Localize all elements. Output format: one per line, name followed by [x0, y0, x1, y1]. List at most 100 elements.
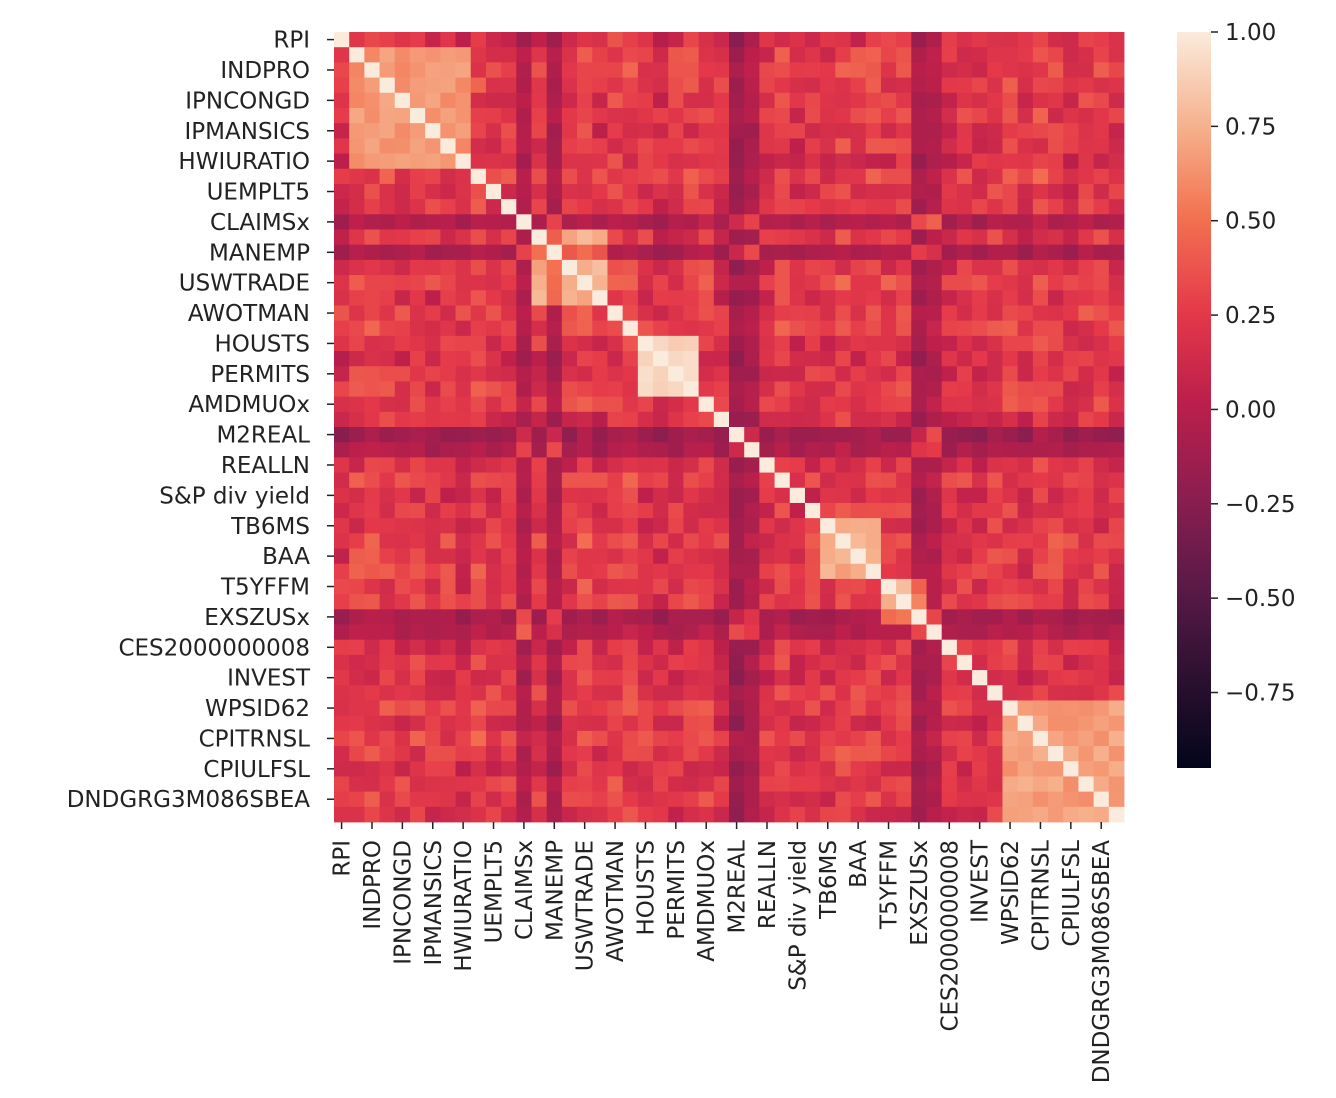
heatmap-cell [1017, 624, 1034, 641]
heatmap-cell [455, 563, 472, 580]
heatmap-cell [865, 502, 882, 519]
heatmap-cell [880, 351, 897, 367]
heatmap-cell [896, 594, 912, 610]
heatmap-cell [425, 457, 441, 473]
heatmap-cell [334, 396, 350, 413]
heatmap-cell [592, 442, 608, 458]
heatmap-cell [1032, 153, 1049, 170]
heatmap-cell [683, 746, 700, 762]
heatmap-cell [713, 639, 730, 656]
heatmap-cell [379, 442, 396, 458]
heatmap-cell [789, 92, 806, 109]
heatmap-cell [379, 62, 396, 78]
heatmap-cell [911, 594, 927, 610]
heatmap-cell [349, 244, 365, 261]
heatmap-cell [956, 746, 973, 762]
heatmap-cell [425, 47, 441, 63]
heatmap-cell [349, 305, 365, 322]
heatmap-cell [394, 153, 411, 170]
heatmap-cell [501, 457, 517, 473]
heatmap-cell [607, 32, 624, 48]
heatmap-cell [956, 654, 973, 671]
heatmap-cell [744, 791, 760, 808]
heatmap-cell [607, 502, 624, 519]
heatmap-cell [455, 153, 472, 170]
heatmap-cell [789, 259, 806, 276]
heatmap-cell [972, 259, 988, 276]
heatmap-cell [729, 518, 745, 534]
heatmap-cell [409, 533, 426, 549]
heatmap-cell [698, 290, 715, 306]
heatmap-cell [729, 381, 745, 398]
heatmap-cell [1108, 563, 1125, 580]
heatmap-cell [394, 548, 411, 565]
heatmap-cell [409, 518, 426, 534]
heatmap-cell [956, 730, 973, 747]
heatmap-cell [653, 229, 669, 246]
heatmap-cell [850, 457, 867, 473]
heatmap-cell [774, 806, 791, 823]
heatmap-cell [835, 62, 851, 78]
heatmap-cell [349, 578, 365, 595]
heatmap-cell [485, 685, 502, 701]
heatmap-cell [409, 396, 426, 413]
heatmap-cell [592, 305, 608, 322]
heatmap-cell [683, 183, 700, 200]
heatmap-cell [409, 502, 426, 519]
heatmap-cell [683, 366, 700, 382]
heatmap-cell [1002, 107, 1019, 124]
heatmap-cell [1093, 214, 1110, 230]
heatmap-cell [729, 107, 745, 124]
heatmap-cell [880, 168, 897, 185]
heatmap-cell [394, 594, 411, 610]
heatmap-cell [592, 62, 608, 78]
heatmap-cell [349, 806, 365, 823]
heatmap-cell [744, 442, 760, 458]
heatmap-cell [1093, 290, 1110, 306]
heatmap-cell [926, 320, 943, 337]
heatmap-cell [865, 746, 882, 762]
heatmap-cell [1108, 229, 1125, 246]
heatmap-cell [546, 533, 563, 549]
heatmap-cell [1002, 62, 1019, 78]
heatmap-cell [622, 746, 639, 762]
heatmap-cell [592, 670, 608, 686]
heatmap-cell [364, 670, 380, 686]
heatmap-cell [364, 533, 380, 549]
y-tick-label: BAA [262, 544, 310, 570]
heatmap-cell [880, 396, 897, 413]
heatmap-cell [637, 427, 654, 443]
heatmap-cell [379, 199, 396, 215]
heatmap-cell [698, 548, 715, 565]
heatmap-cell [1002, 700, 1019, 717]
heatmap-cell [577, 335, 593, 352]
heatmap-cell [835, 578, 851, 595]
heatmap-cell [516, 624, 532, 641]
heatmap-cell [926, 776, 943, 793]
heatmap-cell [668, 563, 684, 580]
heatmap-cell [896, 654, 912, 671]
heatmap-cell [759, 107, 775, 124]
heatmap-cell [607, 457, 624, 473]
heatmap-cell [592, 746, 608, 762]
heatmap-cell [546, 123, 563, 139]
heatmap-cell [577, 229, 593, 246]
heatmap-cell [470, 685, 487, 701]
heatmap-cell [896, 183, 912, 200]
heatmap-cell [729, 806, 745, 823]
heatmap-cell [1017, 563, 1034, 580]
heatmap-cell [1002, 578, 1019, 595]
heatmap-cell [683, 199, 700, 215]
heatmap-cell [668, 670, 684, 686]
heatmap-cell [729, 290, 745, 306]
heatmap-cell [1093, 396, 1110, 413]
heatmap-cell [592, 609, 608, 625]
heatmap-cell [729, 62, 745, 78]
heatmap-cell [820, 107, 836, 124]
heatmap-cell [896, 502, 912, 519]
heatmap-cell [577, 609, 593, 625]
heatmap-cell [637, 214, 654, 230]
heatmap-cell [804, 730, 821, 747]
heatmap-cell [1017, 396, 1034, 413]
heatmap-cell [956, 700, 973, 717]
